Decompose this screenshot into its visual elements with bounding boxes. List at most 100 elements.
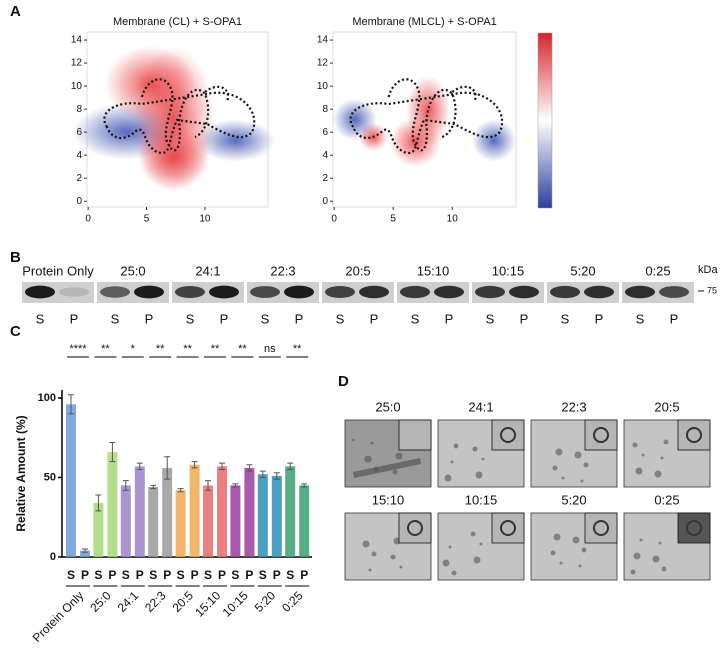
blot-band xyxy=(475,285,505,299)
blot-band xyxy=(59,287,89,297)
y-tick-label: 6 xyxy=(322,127,328,138)
blot-band xyxy=(400,285,430,299)
lane-label: 20:5 xyxy=(345,263,370,278)
y-tick-label: 8 xyxy=(322,104,328,115)
significance: * xyxy=(131,343,136,355)
chart-title: Membrane (MLCL) + S-OPA1 xyxy=(352,16,496,28)
blot-band xyxy=(325,286,355,298)
series-label: P xyxy=(136,568,144,582)
vesicle xyxy=(580,479,584,483)
error-bar xyxy=(246,464,253,472)
vesicle xyxy=(448,545,452,549)
panel-label: B xyxy=(10,249,21,266)
fraction-label: S xyxy=(411,311,420,326)
blot-band xyxy=(434,285,464,299)
micrograph-label: 25:0 xyxy=(375,399,400,414)
fraction-label: S xyxy=(486,311,495,326)
bar xyxy=(230,485,241,557)
x-tick-label: 22:3 xyxy=(142,588,169,615)
blot-band xyxy=(659,286,689,298)
vesicle xyxy=(472,446,478,452)
vesicle xyxy=(553,533,561,541)
bar xyxy=(93,502,104,557)
fraction-label: P xyxy=(370,311,379,326)
series-label: S xyxy=(259,568,267,582)
colorbar xyxy=(537,32,553,209)
blot-band xyxy=(209,285,239,299)
bar xyxy=(175,490,186,557)
vesicle xyxy=(581,547,587,553)
error-bar xyxy=(191,461,198,469)
error-bar xyxy=(259,470,266,478)
y-tick-label: 6 xyxy=(76,127,82,138)
x-tick-label: 0 xyxy=(331,214,337,225)
micrograph-label: 22:3 xyxy=(561,399,586,414)
x-tick-label: 0:25 xyxy=(279,588,306,615)
blot-band xyxy=(134,285,164,299)
y-tick-label: 12 xyxy=(317,58,329,69)
chart-title: Membrane (CL) + S-OPA1 xyxy=(113,16,242,28)
vesicle xyxy=(660,456,664,460)
series-label: S xyxy=(122,568,130,582)
fraction-label: P xyxy=(145,311,154,326)
y-tick-label: 2 xyxy=(76,173,82,184)
series-label: P xyxy=(300,568,308,582)
lane-label: 24:1 xyxy=(195,263,220,278)
vesicle xyxy=(351,438,355,442)
vesicle xyxy=(639,538,643,542)
fraction-label: S xyxy=(336,311,345,326)
micrograph-label: 5:20 xyxy=(561,492,586,507)
vesicle xyxy=(475,471,483,479)
y-tick-label: 0 xyxy=(50,551,56,563)
x-tick-label: 5:20 xyxy=(252,588,279,615)
error-bar xyxy=(136,462,143,471)
vesicle xyxy=(364,455,372,463)
x-tick-label: 24:1 xyxy=(115,588,142,615)
vesicle xyxy=(635,467,643,475)
blot-band xyxy=(509,285,539,299)
series-label: P xyxy=(191,568,199,582)
fiber xyxy=(353,458,421,478)
y-axis-label: Relative Amount (%) xyxy=(14,415,28,531)
blot-band xyxy=(625,285,655,299)
x-tick-label: 10:15 xyxy=(220,588,251,619)
fraction-label: S xyxy=(36,311,45,326)
x-tick-label: 0 xyxy=(85,214,91,225)
vesicle xyxy=(652,555,660,563)
bar xyxy=(257,474,268,557)
lane-label: 25:0 xyxy=(120,263,145,278)
significance: ns xyxy=(264,343,276,355)
inset xyxy=(398,512,432,544)
bar xyxy=(66,404,76,557)
significance: ** xyxy=(101,343,110,355)
significance: ** xyxy=(293,343,302,355)
series-label: S xyxy=(286,568,294,582)
vesicle xyxy=(574,451,582,459)
x-tick-label: 10 xyxy=(447,214,459,225)
error-bar xyxy=(68,394,74,415)
heat-blob xyxy=(195,119,276,162)
heat-blob xyxy=(472,119,516,162)
bar xyxy=(80,550,90,557)
molecule-outline xyxy=(104,79,254,153)
series-label: P xyxy=(245,568,253,582)
panel-label: D xyxy=(338,373,349,390)
lane-label: Protein Only xyxy=(22,263,94,278)
micrograph-label: 24:1 xyxy=(468,399,493,414)
y-tick-label: 4 xyxy=(322,150,328,161)
blot-band xyxy=(175,286,205,298)
error-bar xyxy=(232,483,239,488)
y-tick-label: 4 xyxy=(76,150,82,161)
significance: ** xyxy=(156,343,165,355)
error-bar xyxy=(122,480,129,491)
fraction-label: P xyxy=(520,311,529,326)
bar xyxy=(107,452,118,557)
y-tick-label: 14 xyxy=(317,35,329,46)
vesicle xyxy=(552,465,558,471)
vesicle xyxy=(572,536,580,544)
x-tick-label: Protein Only xyxy=(30,588,87,645)
error-bar xyxy=(287,462,294,471)
panel-label: C xyxy=(10,323,21,340)
micrograph-label: 20:5 xyxy=(654,399,679,414)
